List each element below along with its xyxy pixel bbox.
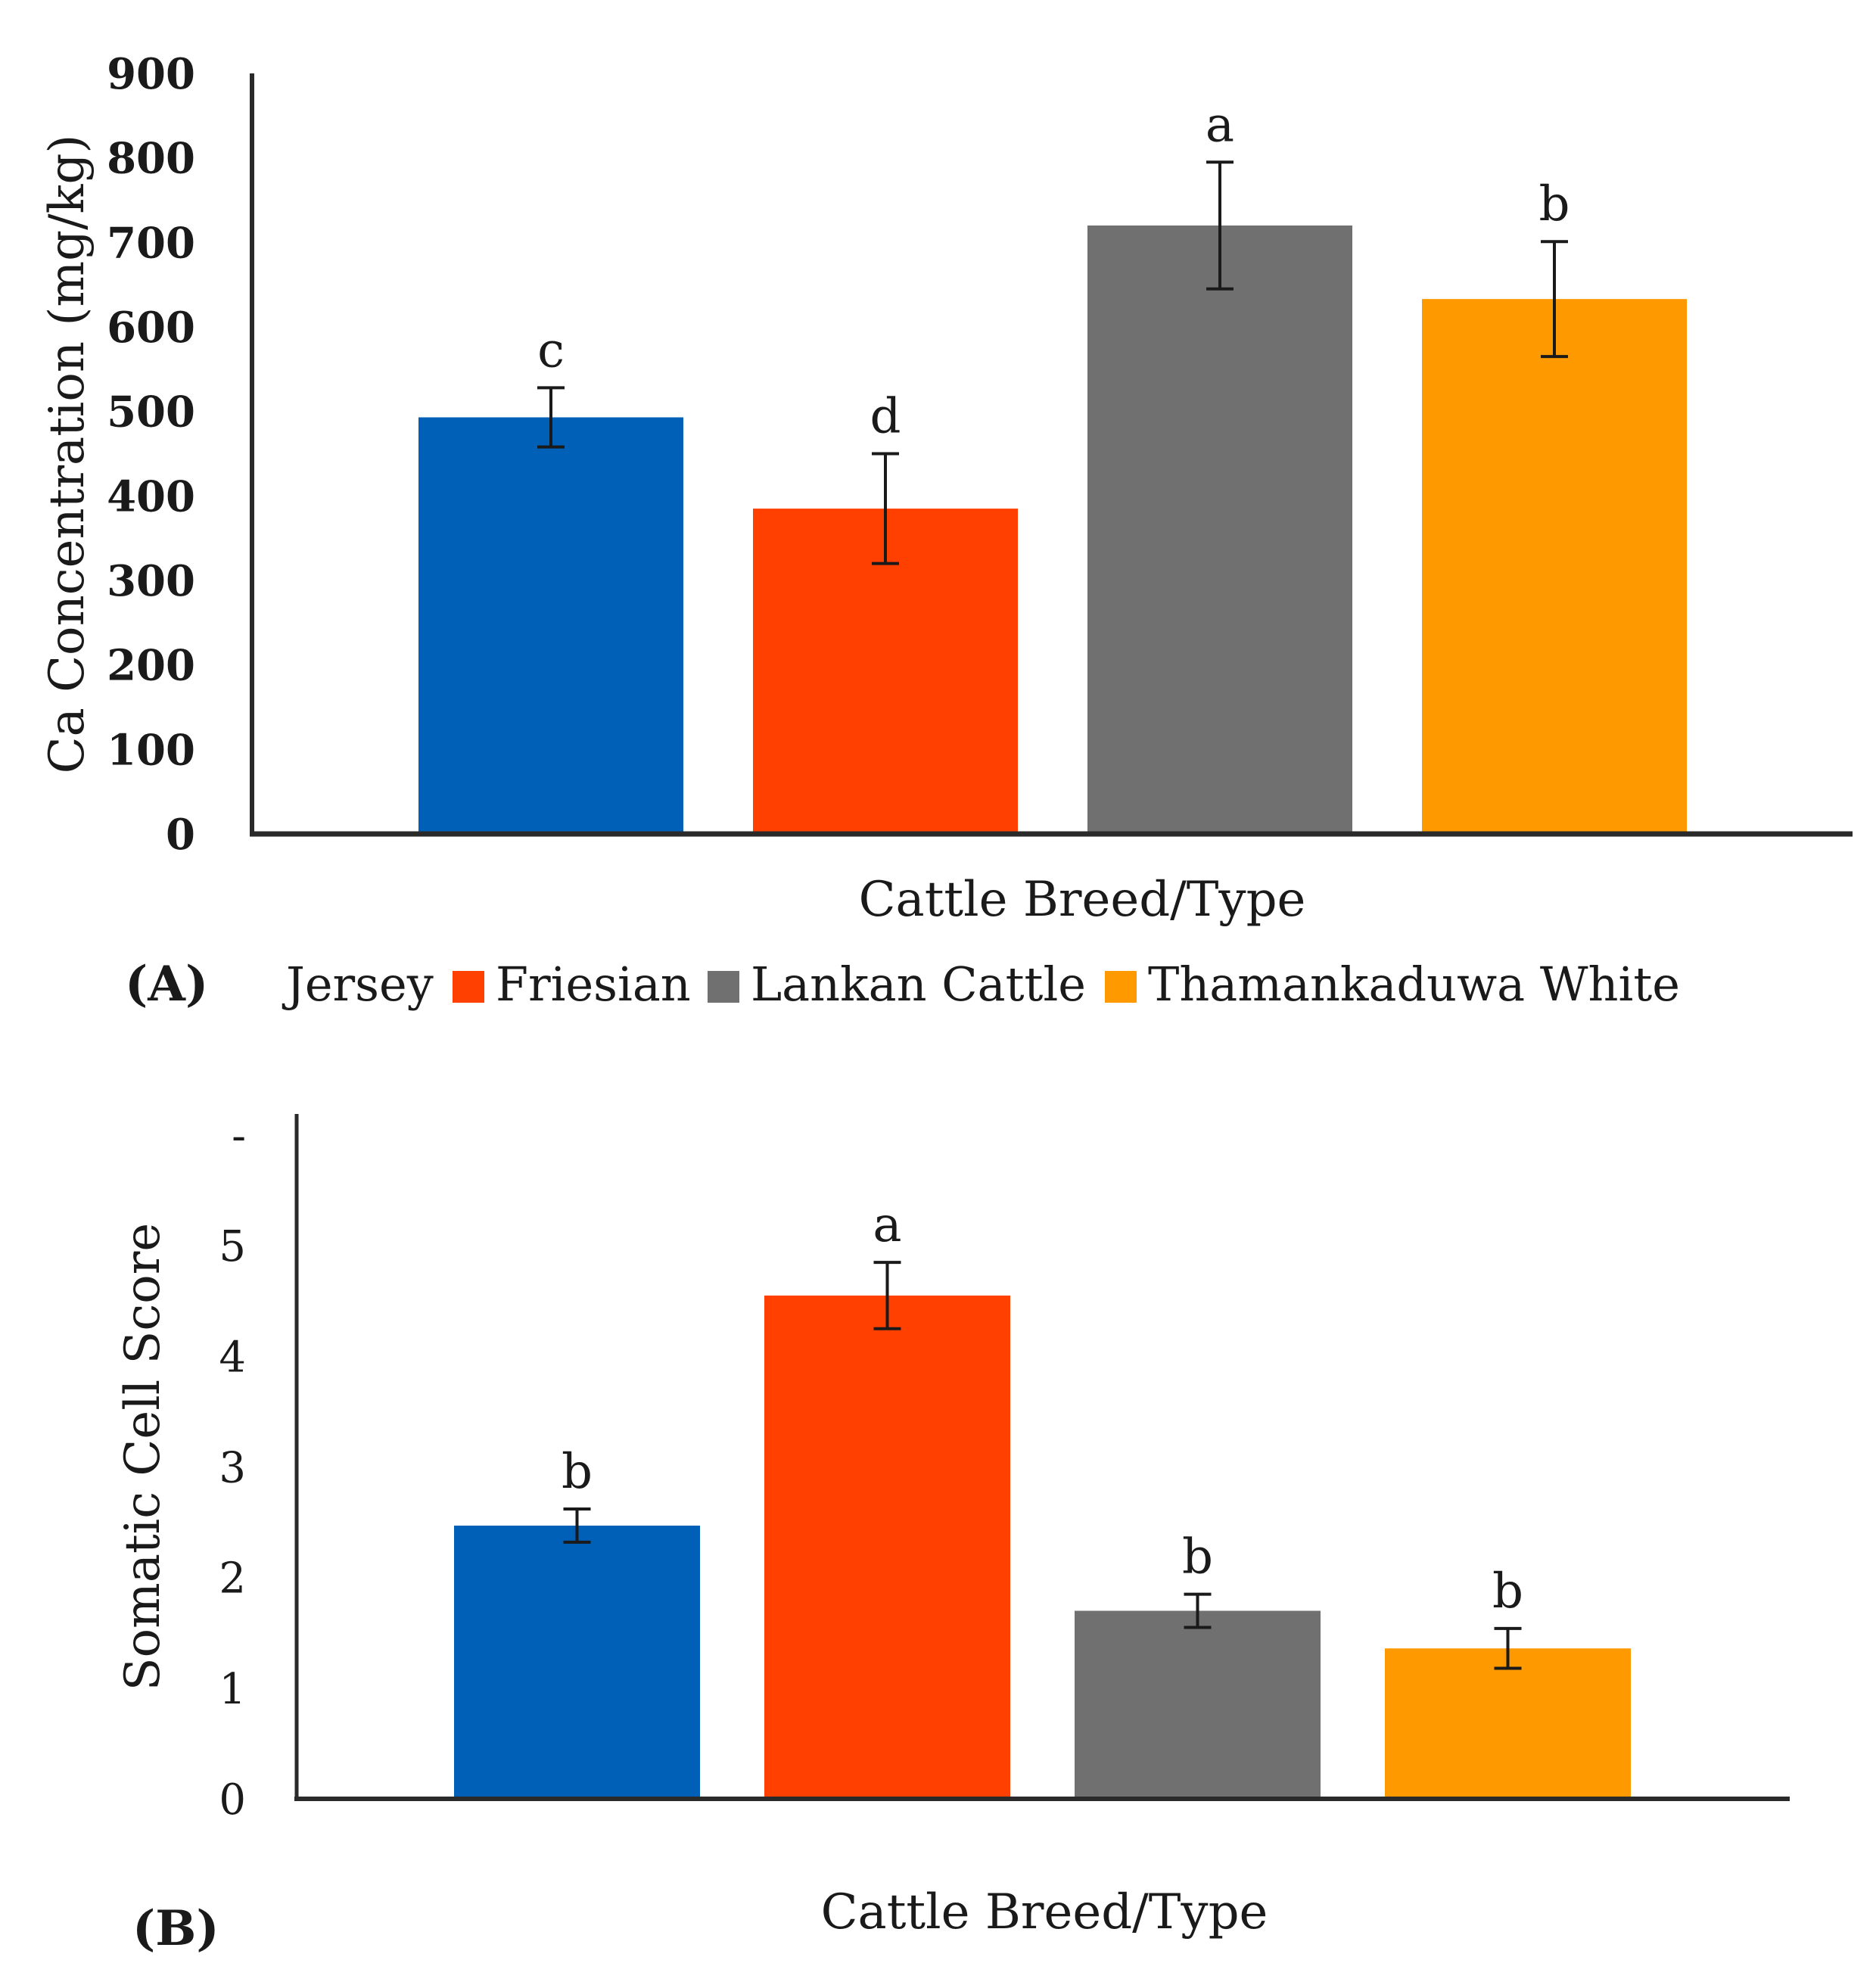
error-bars-b (563, 1261, 1522, 1670)
panel-label-b: (B) (132, 1900, 219, 1957)
significance-labels-b: b a b b (562, 1197, 1523, 1619)
y-tick-label: 0 (219, 1775, 246, 1825)
y-axis-ticks-a: 0 100 200 300 400 500 600 700 800 900 (107, 49, 195, 860)
legend-entry-lankan-cattle: Lankan Cattle (751, 957, 1086, 1012)
y-tick-label: 200 (107, 641, 195, 691)
y-tick-label: 4 (219, 1333, 246, 1382)
legend: Jersey Friesian Lankan Cattle Thamankaduwa … (282, 957, 1680, 1012)
x-axis-title-a: Cattle Breed/Type (859, 872, 1306, 928)
y-tick-label: 400 (107, 471, 195, 521)
y-tick-label: 5 (219, 1222, 246, 1271)
legend-entry-thamankaduwa-white: Thamankaduwa White (1148, 957, 1680, 1012)
bar-thamankaduwa-white (1422, 299, 1687, 834)
chart-panel-b: 0 1 2 3 4 5 - b a b b Somatic Cell Score Cattle B… (115, 1112, 1790, 1957)
y-axis-title-b: Somatic Cell Score (115, 1223, 171, 1691)
y-tick-label: 500 (107, 387, 195, 437)
bars-b (454, 1295, 1631, 1799)
significance-label-lankan-cattle: b (1182, 1529, 1213, 1585)
y-tick-label: 100 (107, 725, 195, 775)
y-tick-label: 700 (107, 218, 195, 268)
bar-jersey (418, 417, 683, 834)
legend-swatch-lankan-cattle (708, 971, 739, 1003)
significance-label-friesian: d (870, 389, 901, 445)
significance-label-thamankaduwa-white: b (1539, 176, 1570, 232)
y-tick-label: 3 (219, 1444, 246, 1493)
y-tick-label: 800 (107, 134, 195, 184)
y-axis-title-a: Ca Concentration (mg/kg) (39, 135, 95, 774)
y-tick-label: 300 (107, 556, 195, 606)
bar-thamankaduwa-white (1385, 1648, 1631, 1799)
bars-a (418, 226, 1687, 834)
legend-swatch-thamankaduwa-white (1105, 971, 1137, 1003)
legend-entry-friesian: Friesian (496, 957, 691, 1012)
y-tick-label: - (232, 1112, 246, 1161)
bar-friesian (764, 1295, 1010, 1799)
significance-label-friesian: a (873, 1197, 901, 1253)
bar-lankan-cattle (1087, 226, 1352, 834)
y-tick-label: 2 (219, 1554, 246, 1604)
y-tick-label: 600 (107, 303, 195, 353)
chart-panel-a: 0 100 200 300 400 500 600 700 800 900 c d a b Ca Con… (39, 49, 1853, 1013)
error-bars-a (537, 160, 1568, 565)
x-axis-title-b: Cattle Breed/Type (821, 1884, 1268, 1940)
significance-label-lankan-cattle: a (1206, 97, 1234, 153)
y-axis-ticks-b: 0 1 2 3 4 5 - (219, 1112, 246, 1825)
panel-label-a: (A) (125, 956, 208, 1013)
significance-label-jersey: b (562, 1444, 593, 1500)
bar-lankan-cattle (1075, 1610, 1321, 1799)
bar-jersey (454, 1525, 700, 1799)
y-tick-label: 900 (107, 49, 195, 99)
y-tick-label: 1 (219, 1665, 246, 1714)
legend-swatch-friesian (453, 971, 484, 1003)
significance-label-thamankaduwa-white: b (1492, 1563, 1523, 1619)
legend-entry-jersey: Jersey (282, 957, 434, 1012)
significance-labels-a: c d a b (537, 97, 1570, 444)
y-tick-label: 0 (166, 810, 195, 860)
significance-label-jersey: c (537, 322, 565, 378)
